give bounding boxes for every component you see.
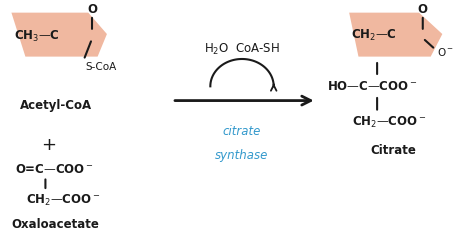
Text: S-CoA: S-CoA <box>85 62 116 72</box>
Text: CH$_3$—C: CH$_3$—C <box>14 29 60 44</box>
Text: Oxaloacetate: Oxaloacetate <box>12 218 100 231</box>
Polygon shape <box>349 13 442 57</box>
Text: O: O <box>418 3 428 16</box>
Text: O=C—COO$^-$: O=C—COO$^-$ <box>15 163 94 176</box>
Text: +: + <box>41 135 56 154</box>
Text: Citrate: Citrate <box>371 144 416 157</box>
Text: synthase: synthase <box>215 149 269 162</box>
Text: H$_2$O  CoA-SH: H$_2$O CoA-SH <box>204 42 280 57</box>
Text: CH$_2$—C: CH$_2$—C <box>351 28 396 43</box>
Text: CH$_2$—COO$^-$: CH$_2$—COO$^-$ <box>27 193 100 208</box>
Text: CH$_2$—COO$^-$: CH$_2$—COO$^-$ <box>353 114 427 129</box>
Text: O: O <box>87 3 97 16</box>
Text: Acetyl-CoA: Acetyl-CoA <box>19 99 92 112</box>
Text: O$^-$: O$^-$ <box>437 46 454 58</box>
Text: citrate: citrate <box>223 125 261 138</box>
Text: HO—C—COO$^-$: HO—C—COO$^-$ <box>327 80 418 93</box>
Polygon shape <box>11 13 107 57</box>
